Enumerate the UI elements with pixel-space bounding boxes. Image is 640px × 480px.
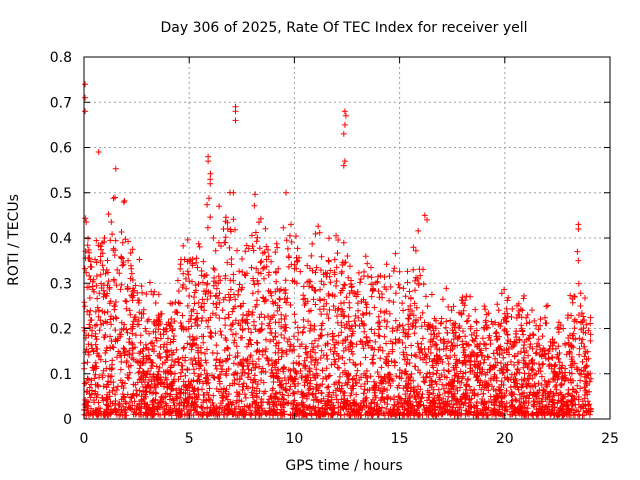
x-axis-label: GPS time / hours: [285, 458, 402, 474]
y-tick-label: 0.3: [50, 276, 72, 292]
y-tick-label: 0.2: [50, 322, 72, 338]
data-points: [81, 81, 594, 419]
x-tick-label: 5: [185, 431, 194, 447]
x-tick-label: 10: [285, 431, 303, 447]
axis-ticks: 0 5 10 15 20 25 0 0.1 0.2 0.3 0.4 0.5 0.6 0.7 0.8: [50, 50, 619, 447]
roti-data-markers: [81, 81, 594, 419]
y-tick-label: 0.8: [50, 50, 72, 66]
y-axis-label: ROTI / TECUs: [6, 194, 22, 286]
chart-title: Day 306 of 2025, Rate Of TEC Index for r…: [160, 20, 527, 36]
grid-lines: [84, 57, 610, 419]
y-tick-label: 0.7: [50, 95, 72, 111]
y-tick-label: 0.1: [50, 367, 72, 383]
x-tick-label: 0: [80, 431, 89, 447]
y-tick-label: 0.4: [50, 231, 72, 247]
x-tick-label: 25: [601, 431, 619, 447]
x-tick-label: 20: [496, 431, 514, 447]
x-tick-label: 15: [391, 431, 409, 447]
y-tick-label: 0.6: [50, 141, 72, 157]
y-tick-label: 0: [63, 412, 72, 428]
y-tick-label: 0.5: [50, 186, 72, 202]
